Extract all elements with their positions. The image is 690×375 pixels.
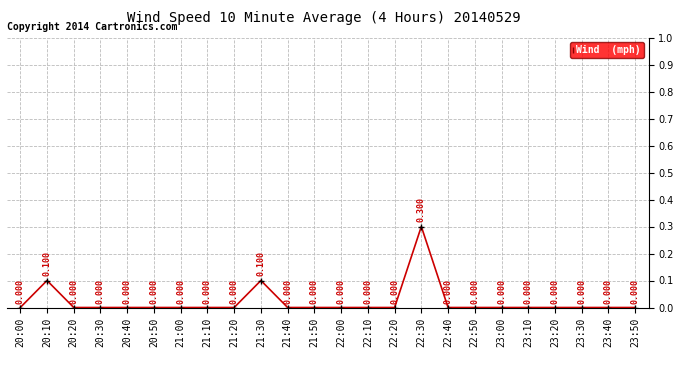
Text: 0.000: 0.000 — [390, 279, 399, 304]
Text: 0.000: 0.000 — [444, 279, 453, 304]
Text: 0.000: 0.000 — [631, 279, 640, 304]
Text: 0.000: 0.000 — [364, 279, 373, 304]
Text: 0.000: 0.000 — [16, 279, 25, 304]
Text: 0.300: 0.300 — [417, 198, 426, 222]
Text: 0.000: 0.000 — [310, 279, 319, 304]
Text: 0.100: 0.100 — [257, 252, 266, 276]
Text: 0.000: 0.000 — [283, 279, 292, 304]
Text: Copyright 2014 Cartronics.com: Copyright 2014 Cartronics.com — [7, 22, 177, 32]
Text: 0.000: 0.000 — [230, 279, 239, 304]
Text: 0.000: 0.000 — [150, 279, 159, 304]
Text: 0.000: 0.000 — [551, 279, 560, 304]
Text: 0.000: 0.000 — [578, 279, 586, 304]
Text: 0.000: 0.000 — [96, 279, 105, 304]
Text: 0.000: 0.000 — [471, 279, 480, 304]
Text: 0.000: 0.000 — [123, 279, 132, 304]
Text: 0.000: 0.000 — [203, 279, 212, 304]
Text: 0.000: 0.000 — [337, 279, 346, 304]
Text: 0.000: 0.000 — [69, 279, 78, 304]
Text: 0.000: 0.000 — [524, 279, 533, 304]
Text: 0.100: 0.100 — [43, 252, 52, 276]
Text: 0.000: 0.000 — [176, 279, 185, 304]
Text: 0.000: 0.000 — [497, 279, 506, 304]
Text: Wind Speed 10 Minute Average (4 Hours) 20140529: Wind Speed 10 Minute Average (4 Hours) 2… — [128, 11, 521, 25]
Legend: Wind  (mph): Wind (mph) — [571, 42, 644, 58]
Text: 0.000: 0.000 — [604, 279, 613, 304]
